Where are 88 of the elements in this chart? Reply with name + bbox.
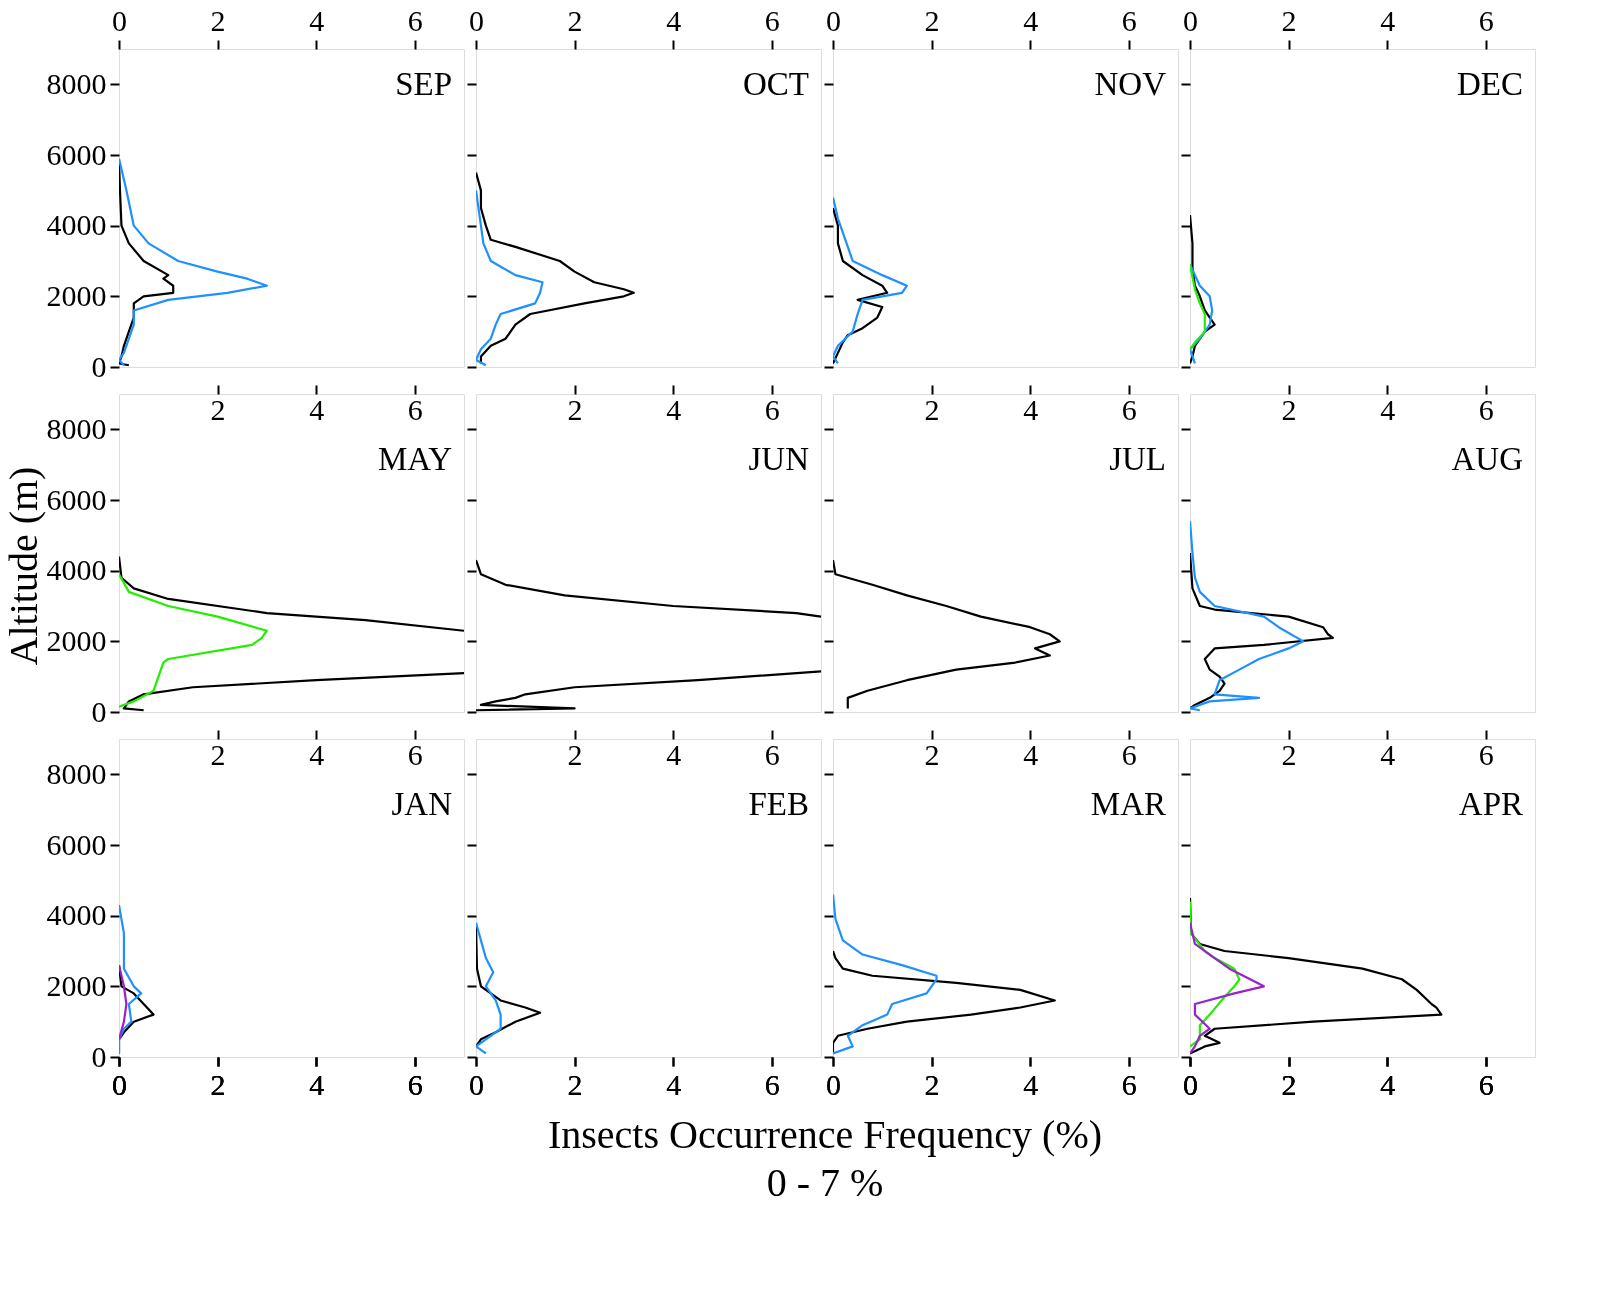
- x-tick-label: 2: [210, 392, 226, 426]
- text: FEB: [748, 786, 809, 822]
- text: MAY: [378, 441, 452, 477]
- text: APR: [1458, 786, 1523, 822]
- x2-tick-label: 4: [666, 737, 682, 771]
- x-tick-label: 4: [666, 3, 682, 37]
- text: MAR: [1090, 786, 1166, 822]
- x2-tick-label: 2: [924, 737, 940, 771]
- y-tick-label: 4000: [46, 898, 107, 932]
- y-tick-label: 6000: [46, 827, 107, 861]
- y-tick-label: 6000: [46, 482, 107, 516]
- x-tick-label: 6: [764, 1067, 780, 1101]
- x-tick-label: 6: [1121, 1067, 1137, 1101]
- x2-tick-label: 2: [567, 737, 583, 771]
- x-tick-label: 0: [1183, 1067, 1198, 1101]
- line-series: [119, 573, 268, 708]
- x-axis-title: Insects Occurrence Frequency (%): [547, 1112, 1103, 1157]
- x2-tick-label: 6: [764, 737, 780, 771]
- x-tick-label: 4: [309, 392, 325, 426]
- x-tick-label: 2: [210, 3, 226, 37]
- y-tick-label: 4000: [46, 208, 107, 242]
- x-tick-label: 6: [407, 1067, 423, 1101]
- text: JAN: [391, 786, 453, 822]
- x-tick-label: 4: [666, 392, 682, 426]
- x-tick-label: 4: [309, 1067, 325, 1101]
- line-series: [119, 903, 143, 1055]
- y-tick-label: 6000: [46, 137, 107, 171]
- x-tick-label: 0: [826, 3, 841, 37]
- x2-tick-label: 6: [1478, 737, 1494, 771]
- x2-tick-label: 4: [309, 737, 325, 771]
- y-tick-label: 0: [91, 349, 107, 383]
- x-tick-label: 6: [764, 392, 780, 426]
- x2-tick-label: 2: [1281, 737, 1297, 771]
- x-tick-label: 2: [1281, 3, 1297, 37]
- y-tick-label: 8000: [46, 411, 107, 445]
- x-tick-label: 2: [1281, 392, 1297, 426]
- y-axis-title: Altitude (m): [1, 466, 46, 666]
- x-tick-label: 2: [567, 392, 583, 426]
- text: SEP: [395, 66, 452, 102]
- x-tick-label: 0: [469, 3, 484, 37]
- line-series: [119, 157, 268, 367]
- x-tick-label: 0: [1183, 3, 1198, 37]
- x-tick-label: 2: [210, 1067, 226, 1101]
- x-tick-label: 2: [924, 1067, 940, 1101]
- x-tick-label: 2: [1281, 1067, 1297, 1101]
- y-tick-label: 2000: [46, 623, 107, 657]
- text: OCT: [743, 66, 809, 102]
- text: JUL: [1109, 441, 1166, 477]
- text: NOV: [1094, 66, 1167, 102]
- x2-tick-label: 4: [1023, 737, 1039, 771]
- x-tick-label: 0: [826, 1067, 841, 1101]
- x-tick-label: 4: [309, 3, 325, 37]
- y-tick-label: 4000: [46, 553, 107, 587]
- x-tick-label: 6: [1478, 392, 1494, 426]
- line-series: [119, 964, 128, 1041]
- x2-tick-label: 2: [210, 737, 226, 771]
- x-tick-label: 4: [1023, 1067, 1039, 1101]
- x-tick-label: 6: [1121, 3, 1137, 37]
- x-tick-label: 0: [469, 1067, 484, 1101]
- x2-tick-label: 6: [407, 737, 423, 771]
- x-tick-label: 4: [1023, 392, 1039, 426]
- x-tick-label: 2: [567, 3, 583, 37]
- y-tick-label: 2000: [46, 278, 107, 312]
- x-tick-label: 4: [666, 1067, 682, 1101]
- y-tick-label: 0: [91, 694, 107, 728]
- x-tick-label: 2: [567, 1067, 583, 1101]
- text: JUN: [748, 441, 810, 477]
- x-tick-label: 6: [407, 3, 423, 37]
- x-tick-label: 6: [407, 392, 423, 426]
- y-tick-label: 8000: [46, 756, 107, 790]
- y-tick-label: 2000: [46, 968, 107, 1002]
- text: AUG: [1451, 441, 1523, 477]
- x-tick-label: 6: [764, 3, 780, 37]
- x-tick-label: 6: [1121, 392, 1137, 426]
- x-tick-label: 4: [1380, 1067, 1396, 1101]
- y-tick-label: 8000: [46, 66, 107, 100]
- x-tick-label: 6: [1478, 3, 1494, 37]
- x-tick-label: 2: [924, 3, 940, 37]
- x-tick-label: 4: [1380, 392, 1396, 426]
- x-tick-label: 6: [1478, 1067, 1494, 1101]
- text: 0 - 7 %: [766, 1160, 884, 1205]
- x2-tick-label: 4: [1380, 737, 1396, 771]
- text: DEC: [1457, 66, 1523, 102]
- y-tick-label: 0: [91, 1039, 107, 1073]
- x2-tick-label: 6: [1121, 737, 1137, 771]
- x-tick-label: 4: [1023, 3, 1039, 37]
- x-tick-label: 4: [1380, 3, 1396, 37]
- x-tick-label: 2: [924, 392, 940, 426]
